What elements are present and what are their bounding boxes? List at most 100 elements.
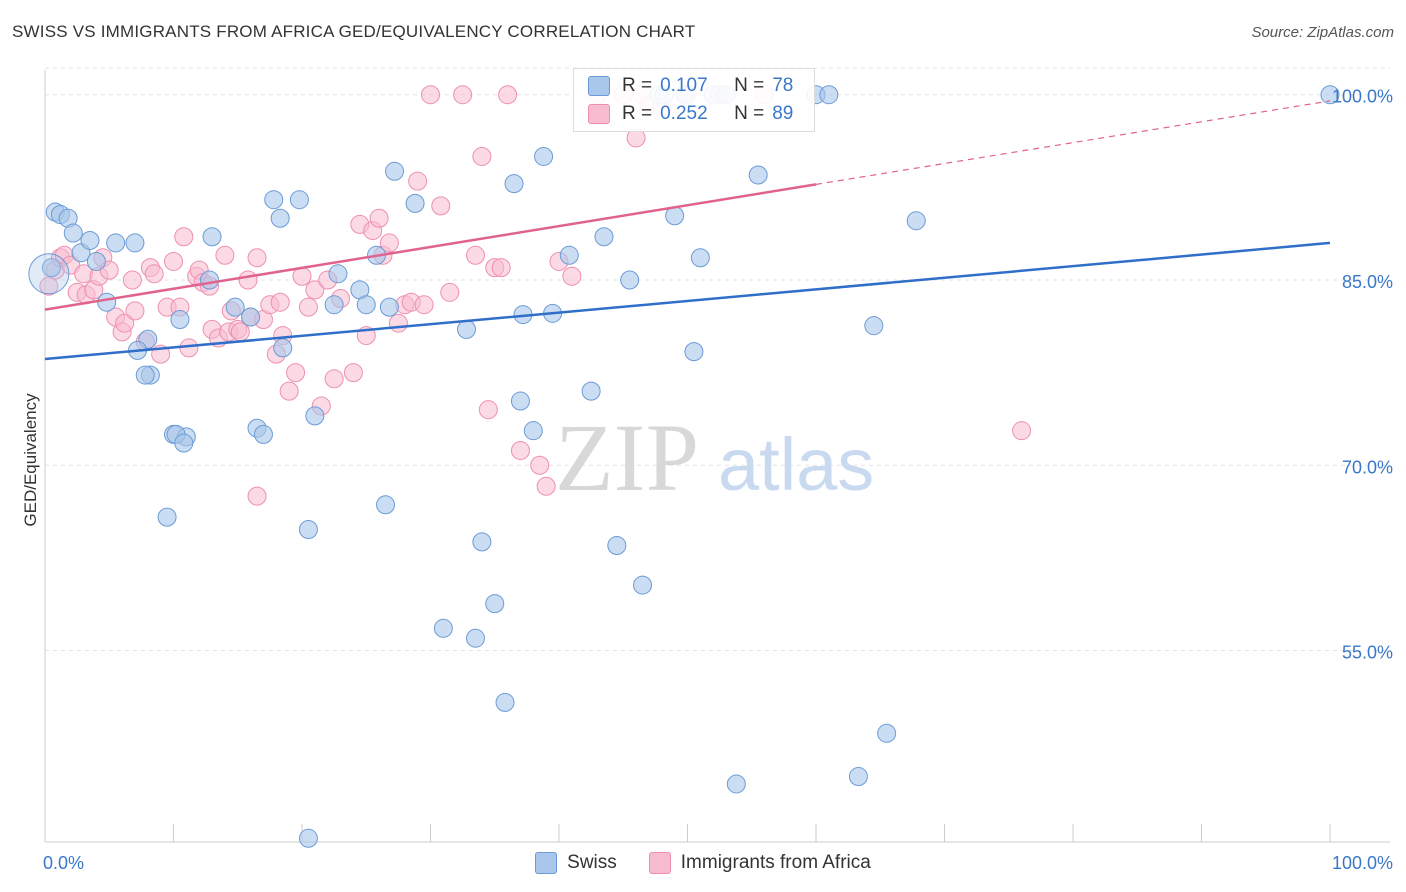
swiss-point [633,575,653,595]
swiss-point [324,295,344,315]
swiss-point [298,519,318,539]
swiss-point [385,161,405,181]
swiss-point [1320,85,1340,105]
swiss-point [864,316,884,336]
legend-label-swiss: Swiss [567,852,617,873]
y-tick-label: 55.0% [1342,643,1393,663]
africa-point [286,363,306,383]
swiss-point [253,424,273,444]
africa-point [530,455,550,475]
swiss-point [270,208,290,228]
swiss-point [379,297,399,317]
africa-point [369,208,389,228]
swiss-point [559,245,579,265]
watermark-atlas: atlas [718,423,874,506]
x-tick-label: 0.0% [43,853,84,873]
africa-point [510,440,530,460]
swiss-point [199,270,219,290]
legend-label-africa: Immigrants from Africa [680,852,871,873]
r-label: R = [622,75,653,96]
swiss-cluster-point [28,253,70,295]
swiss-point [607,536,627,556]
y-tick-label: 100.0% [1332,87,1393,107]
africa-point [279,381,299,401]
swiss-r-value: 0.107 [660,75,708,96]
africa-point [247,248,267,268]
africa-point [388,313,408,333]
r-label: R = [622,103,653,124]
africa-point [305,280,325,300]
africa-swatch [648,852,671,874]
swiss-point [485,594,505,614]
swiss-point [405,193,425,213]
swiss-point [356,295,376,315]
grid-lines [45,67,1390,652]
swiss-point [848,767,868,787]
swiss-point [328,264,348,284]
chart-title: SWISS VS IMMIGRANTS FROM AFRICA GED/EQUI… [12,22,696,41]
africa-swatch [588,104,610,124]
n-label: N = [734,75,765,96]
axes [44,70,1390,843]
watermark-zip: ZIP [555,404,699,511]
trend-lines [44,100,1331,361]
legend-row-africa: R = 0.252 N = 89 [588,101,793,127]
source-label: Source: ZipAtlas.com [1251,24,1394,41]
swiss-point [106,233,126,253]
swiss-point [289,190,309,210]
africa-point [215,245,235,265]
africa-point [270,292,290,312]
africa-point [453,85,473,105]
swiss-point [225,297,245,317]
swiss-point [264,190,284,210]
axis-labels: 55.0% 70.0% 85.0% 100.0% 0.0% 100.0% GED/Equiv… [21,87,1393,873]
swiss-point [819,85,839,105]
stats-legend: R = 0.107 N = 78 R = 0.252 N = 89 [573,68,815,132]
africa-point [115,313,135,333]
swiss-point [241,307,261,327]
swiss-point [298,828,318,848]
swiss-points [28,85,1340,848]
swiss-point [906,211,926,231]
swiss-point [748,165,768,185]
africa-point [144,264,164,284]
swiss-point [135,365,155,385]
swiss-point [80,230,100,250]
swiss-point [433,618,453,638]
africa-point [431,196,451,216]
swiss-point [125,233,145,253]
swiss-point [157,507,177,527]
africa-point [1012,421,1032,441]
africa-point [164,251,183,271]
n-label: N = [734,103,765,124]
africa-point [125,301,145,321]
swiss-point [86,251,106,271]
africa-point [39,276,59,296]
legend-item-africa: Immigrants from Africa [648,852,871,874]
swiss-point [684,342,704,362]
swiss-point [273,338,293,358]
swiss-point [877,723,897,743]
swiss-point [523,421,543,441]
africa-point [343,363,363,383]
africa-point [298,297,318,317]
africa-point [536,476,556,496]
africa-r-value: 0.252 [660,103,708,124]
y-tick-label: 85.0% [1342,272,1393,292]
swiss-point [726,774,746,794]
swiss-point [594,227,614,247]
swiss-point [376,495,396,515]
swiss-point [63,223,83,243]
swiss-point [510,391,530,411]
africa-point [122,270,142,290]
swiss-point [504,174,524,194]
africa-point [562,266,582,286]
africa-point [465,245,485,265]
africa-point [440,282,460,302]
africa-point [379,233,399,253]
swiss-point [456,319,476,339]
series-legend: Swiss Immigrants from Africa [0,852,1406,874]
swiss-point [495,692,515,712]
africa-trend-line [44,183,817,311]
swiss-trend-line [44,241,1331,361]
